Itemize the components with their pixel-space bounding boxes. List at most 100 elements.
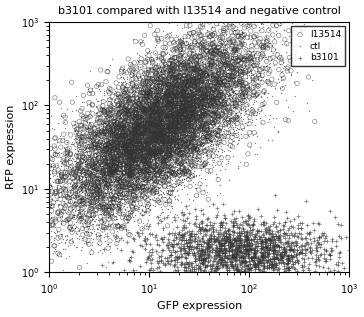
I13514 [151, 165, 157, 170]
I13514 [117, 184, 123, 189]
I13514 [182, 121, 188, 126]
ctl [266, 61, 272, 66]
ctl [131, 117, 136, 122]
ctl [128, 150, 134, 155]
I13514 [161, 141, 167, 146]
I13514 [148, 140, 154, 145]
ctl [152, 152, 158, 157]
I13514 [89, 103, 95, 108]
b3101 [169, 187, 175, 192]
I13514 [106, 124, 111, 129]
ctl [193, 122, 198, 127]
ctl [167, 60, 173, 65]
I13514 [188, 137, 194, 142]
I13514 [122, 144, 128, 149]
I13514 [149, 113, 154, 118]
ctl [129, 114, 135, 119]
I13514 [146, 128, 152, 133]
I13514 [147, 98, 153, 103]
I13514 [79, 203, 84, 208]
ctl [79, 237, 85, 242]
I13514 [126, 117, 131, 122]
I13514 [249, 43, 254, 48]
ctl [169, 66, 174, 71]
ctl [124, 189, 130, 194]
I13514 [116, 188, 122, 193]
ctl [213, 90, 218, 95]
ctl [196, 111, 202, 116]
ctl [132, 89, 138, 94]
I13514 [108, 122, 114, 127]
ctl [162, 128, 167, 133]
I13514 [265, 38, 270, 43]
b3101 [222, 254, 228, 259]
ctl [117, 161, 123, 166]
I13514 [195, 28, 201, 33]
ctl [107, 145, 113, 150]
I13514 [86, 134, 91, 139]
I13514 [157, 127, 163, 132]
I13514 [97, 189, 103, 194]
I13514 [149, 168, 155, 173]
I13514 [126, 164, 132, 169]
I13514 [205, 83, 210, 88]
I13514 [122, 170, 128, 175]
ctl [95, 159, 101, 164]
I13514 [124, 87, 130, 92]
ctl [180, 87, 186, 93]
ctl [88, 149, 94, 154]
ctl [53, 191, 59, 196]
ctl [145, 217, 151, 223]
ctl [130, 134, 135, 139]
ctl [195, 124, 201, 129]
ctl [124, 133, 130, 138]
I13514 [189, 66, 195, 71]
ctl [152, 134, 158, 139]
ctl [252, 140, 258, 146]
ctl [211, 119, 217, 124]
I13514 [127, 141, 132, 146]
I13514 [169, 84, 174, 89]
I13514 [74, 169, 79, 174]
I13514 [202, 149, 207, 154]
I13514 [154, 104, 160, 109]
ctl [109, 137, 115, 142]
ctl [131, 167, 136, 172]
ctl [72, 163, 78, 168]
ctl [124, 149, 130, 154]
ctl [116, 100, 122, 105]
ctl [155, 197, 161, 203]
ctl [116, 156, 122, 161]
ctl [154, 164, 159, 169]
I13514 [61, 193, 67, 198]
I13514 [142, 120, 148, 125]
ctl [202, 61, 207, 66]
I13514 [145, 73, 151, 78]
I13514 [109, 170, 115, 175]
ctl [124, 132, 130, 137]
ctl [63, 197, 68, 202]
I13514 [92, 161, 98, 166]
ctl [83, 126, 89, 131]
ctl [198, 114, 204, 120]
ctl [100, 136, 106, 141]
ctl [162, 69, 168, 74]
ctl [183, 108, 189, 113]
ctl [144, 146, 150, 151]
b3101 [268, 265, 274, 270]
ctl [64, 191, 70, 197]
ctl [277, 55, 283, 61]
ctl [130, 137, 136, 142]
ctl [219, 81, 225, 86]
b3101 [234, 216, 240, 221]
ctl [145, 171, 151, 176]
ctl [115, 152, 121, 157]
ctl [93, 151, 99, 156]
I13514 [259, 28, 265, 33]
ctl [183, 95, 189, 100]
I13514 [270, 23, 276, 28]
I13514 [136, 116, 142, 121]
I13514 [213, 96, 218, 101]
ctl [180, 118, 186, 123]
ctl [92, 173, 98, 178]
